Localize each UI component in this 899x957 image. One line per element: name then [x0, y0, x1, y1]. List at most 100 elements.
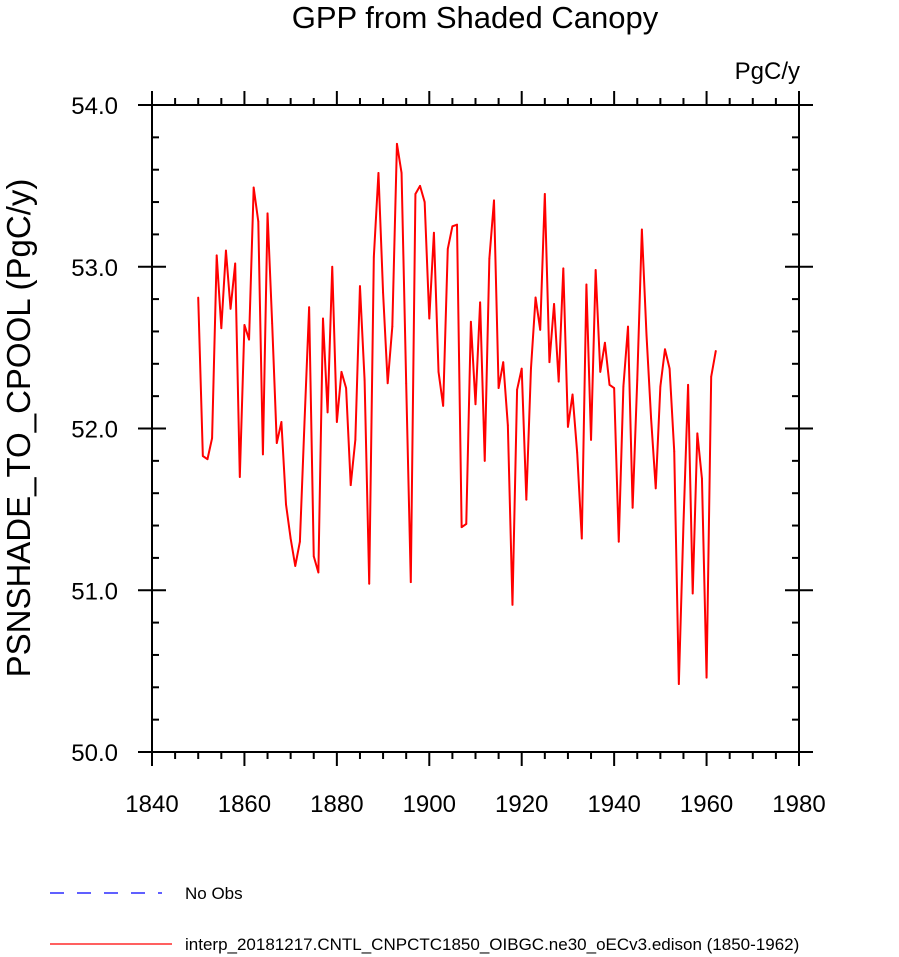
- data-point: [525, 498, 528, 501]
- data-point: [211, 437, 213, 440]
- data-point: [539, 328, 542, 331]
- data-point: [446, 248, 449, 250]
- data-point: [252, 186, 255, 189]
- y-tick-label: 51.0: [71, 578, 118, 605]
- data-point: [238, 476, 241, 478]
- data-point: [345, 387, 347, 389]
- data-point: [502, 361, 505, 364]
- data-point: [405, 382, 408, 385]
- data-point: [419, 184, 421, 187]
- x-tick-label: 1840: [125, 791, 178, 818]
- data-point: [664, 348, 666, 351]
- data-point: [534, 296, 537, 299]
- data-point: [308, 306, 311, 309]
- y-tick-label: 53.0: [71, 255, 118, 282]
- data-point: [465, 523, 468, 525]
- data-point: [433, 231, 435, 234]
- data-point: [631, 506, 634, 509]
- data-point: [289, 537, 292, 540]
- data-point: [262, 453, 264, 456]
- data-point: [608, 383, 611, 386]
- data-point: [650, 417, 653, 420]
- data-point: [710, 375, 713, 378]
- data-point: [275, 442, 278, 444]
- data-point: [201, 455, 204, 457]
- data-point: [220, 327, 223, 330]
- data-point: [363, 379, 366, 381]
- data-point: [372, 256, 375, 258]
- data-point: [673, 450, 676, 453]
- data-point: [340, 370, 343, 373]
- data-point: [414, 193, 417, 195]
- data-point: [636, 379, 639, 381]
- data-point: [617, 540, 620, 543]
- data-point: [271, 322, 274, 325]
- data-point: [248, 338, 250, 341]
- data-point: [543, 193, 546, 195]
- data-point: [391, 325, 394, 328]
- data-point: [696, 432, 699, 435]
- x-tick-label: 1920: [495, 791, 548, 818]
- data-point: [442, 404, 445, 407]
- data-point: [705, 676, 708, 679]
- data-point: [530, 367, 532, 370]
- data-point: [701, 477, 703, 480]
- data-point: [266, 212, 269, 215]
- data-point: [691, 592, 694, 595]
- data-point: [335, 421, 338, 423]
- legend-label-model: interp_20181217.CNTL_CNPCTC1850_OIBGC.ne…: [185, 935, 799, 954]
- data-point: [409, 581, 412, 584]
- data-point: [225, 249, 227, 252]
- data-point: [331, 265, 334, 268]
- data-point: [312, 555, 315, 558]
- data-point: [585, 283, 588, 286]
- data-point: [613, 387, 616, 389]
- data-point: [622, 385, 625, 388]
- data-point: [562, 267, 565, 270]
- data-point: [326, 411, 329, 414]
- x-tick-label: 1960: [680, 791, 733, 818]
- data-point: [659, 385, 662, 388]
- data-point: [317, 571, 320, 574]
- data-point: [520, 367, 523, 370]
- data-point: [234, 262, 237, 265]
- x-tick-labels: 1840 1860 1880 1900 1920 1940 1960 1980: [125, 791, 825, 818]
- y-tick-label: 54.0: [71, 93, 118, 120]
- data-point: [479, 301, 482, 304]
- data-point: [377, 172, 380, 174]
- data-point: [497, 387, 500, 389]
- x-tick-label: 1880: [310, 791, 363, 818]
- data-point: [303, 421, 306, 423]
- data-point: [206, 458, 209, 461]
- data-point: [599, 370, 602, 373]
- axis-ticks: [138, 91, 813, 766]
- data-point: [506, 424, 509, 427]
- data-point: [627, 325, 629, 328]
- data-point: [298, 540, 301, 543]
- x-tick-label: 1860: [218, 791, 271, 818]
- series-layer: [197, 142, 717, 686]
- plot-frame: [151, 104, 800, 753]
- data-point: [516, 388, 518, 391]
- data-point: [243, 324, 246, 326]
- data-point: [687, 383, 689, 386]
- x-tick-label: 1900: [403, 791, 456, 818]
- data-point: [215, 254, 218, 257]
- data-point: [349, 484, 352, 487]
- data-point: [257, 220, 260, 223]
- y-tick-labels: 50.0 51.0 52.0 53.0 54.0: [71, 93, 118, 767]
- data-point: [469, 320, 472, 323]
- data-point: [382, 291, 384, 294]
- data-point: [437, 370, 440, 373]
- data-point: [460, 526, 463, 529]
- data-point: [590, 438, 592, 441]
- y-tick-label: 50.0: [71, 740, 118, 767]
- data-point: [645, 333, 648, 336]
- data-point: [594, 269, 597, 271]
- x-tick-label: 1980: [772, 791, 825, 818]
- data-point: [604, 341, 606, 344]
- data-point: [483, 459, 486, 462]
- data-point: [396, 142, 398, 145]
- data-point: [580, 537, 583, 540]
